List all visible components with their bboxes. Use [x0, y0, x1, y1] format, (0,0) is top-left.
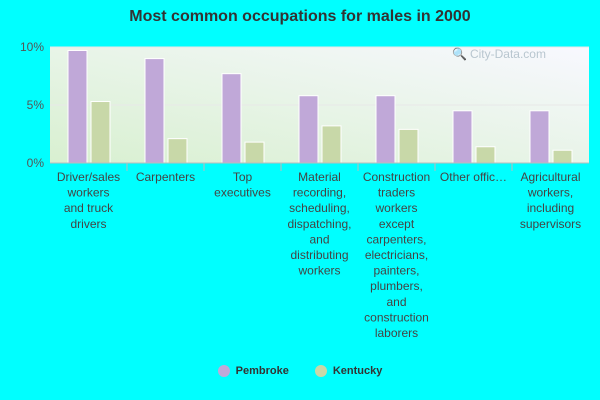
category-label-line: supervisors — [520, 217, 581, 231]
legend-item-pembroke[interactable]: Pembroke — [217, 365, 289, 377]
bar-kentucky — [90, 101, 111, 164]
legend-label: Pembroke — [235, 365, 289, 377]
y-tick-label: 5% — [27, 98, 45, 112]
y-tick-label: 0% — [27, 156, 45, 170]
bar-pembroke — [144, 58, 165, 164]
category-label: Carpenters — [136, 170, 195, 184]
bar-pembroke — [298, 95, 319, 164]
bar-kentucky — [475, 146, 496, 164]
category-label-line: distributing — [290, 248, 348, 262]
category-label: Material recording, scheduling, dispatching… — [287, 170, 351, 278]
category-label-line: laborers — [375, 326, 418, 340]
category-label-line: scheduling, — [289, 201, 350, 215]
category-label-line: Agricultural — [520, 170, 580, 184]
category-label-line: workers — [374, 201, 417, 215]
category-label-line: traders — [378, 186, 415, 200]
bar-pembroke — [529, 110, 550, 164]
bar-kentucky — [398, 128, 419, 164]
category-label-line: carpenters, — [366, 232, 426, 246]
category-label-line: Material — [298, 170, 341, 184]
x-axis: Driver/sales workers and truck driversCarpe… — [50, 162, 589, 340]
category-label: Driver/sales workers and truck drivers — [57, 170, 120, 231]
bar-pembroke — [67, 49, 88, 164]
category-label-line: workers — [66, 186, 109, 200]
search-icon: 🔍 — [452, 47, 467, 61]
bar-pembroke — [452, 110, 473, 164]
bar-pembroke — [375, 95, 396, 164]
legend-swatch — [217, 365, 230, 377]
category-label: Other offic… — [440, 170, 507, 184]
bar-pembroke — [221, 73, 242, 164]
bars — [67, 49, 573, 164]
category-label-line: construction — [364, 310, 429, 324]
bar-kentucky — [167, 138, 188, 164]
bar-kentucky — [244, 141, 265, 164]
category-label: Agricultural workers, including supervisors — [520, 170, 581, 231]
legend-item-kentucky[interactable]: Kentucky — [314, 365, 383, 377]
bar-kentucky — [321, 125, 342, 164]
category-label-line: drivers — [70, 217, 106, 231]
category-label-line: including — [527, 201, 574, 215]
legend-swatch — [314, 365, 327, 377]
category-label-line: Driver/sales — [57, 170, 120, 184]
legend: Pembroke Kentucky — [0, 365, 600, 377]
legend-label: Kentucky — [332, 365, 383, 377]
category-label-line: and — [309, 232, 329, 246]
category-label-line: workers — [297, 264, 340, 278]
chart-title: Most common occupations for males in 200… — [129, 8, 471, 25]
category-label-line: Top — [233, 170, 253, 184]
bar-kentucky — [552, 149, 573, 164]
category-label-line: Construction — [363, 170, 430, 184]
category-label-line: Other offic… — [440, 170, 507, 184]
category-label-line: painters, — [373, 264, 419, 278]
category-label-line: Carpenters — [136, 170, 195, 184]
category-label-line: recording, — [293, 186, 346, 200]
category-label-line: except — [379, 217, 415, 231]
category-label-line: and truck — [64, 201, 114, 215]
category-label-line: workers, — [527, 186, 573, 200]
category-label-line: executives — [214, 186, 271, 200]
category-label-line: electricians, — [365, 248, 428, 262]
y-axis: 0% 5% 10% — [20, 40, 44, 170]
category-label: Top executives — [214, 170, 271, 200]
category-label-line: and — [386, 295, 406, 309]
category-label-line: dispatching, — [287, 217, 351, 231]
category-label-line: plumbers, — [370, 279, 423, 293]
category-label: Construction traders workers except carpente… — [363, 170, 430, 340]
watermark-text: City-Data.com — [469, 47, 546, 61]
watermark: 🔍 City-Data.com — [452, 47, 546, 61]
y-tick-label: 10% — [20, 40, 44, 54]
